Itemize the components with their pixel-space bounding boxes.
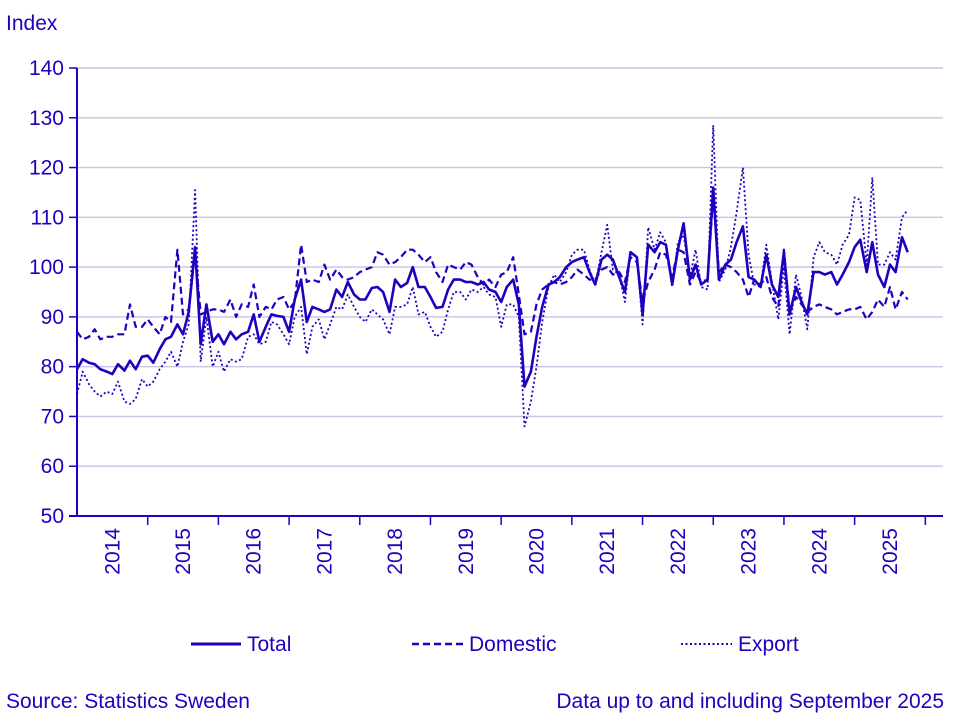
legend-label-total: Total — [247, 633, 291, 656]
series-line-domestic — [76, 193, 909, 341]
legend-item-total: Total — [191, 633, 291, 656]
y-tick-label: 70 — [41, 405, 64, 428]
x-tick-label: 2014 — [101, 528, 124, 575]
x-tick-label: 2021 — [596, 528, 619, 575]
legend: Total Domestic Export — [191, 633, 799, 656]
y-tick-label: 50 — [41, 505, 64, 528]
x-tick-label: 2017 — [313, 528, 336, 575]
y-tick-label: 60 — [41, 455, 64, 478]
series-lines — [75, 124, 909, 428]
x-tick-label: 2020 — [526, 528, 549, 575]
legend-item-domestic: Domestic — [412, 633, 557, 656]
y-tick-label: 100 — [29, 256, 64, 279]
x-tick-label: 2024 — [808, 528, 831, 575]
x-tick-label: 2023 — [738, 528, 761, 575]
data-range-note: Data up to and including September 2025 — [556, 690, 944, 713]
y-tick-label: 120 — [29, 157, 64, 180]
x-tick-label: 2016 — [243, 528, 266, 575]
x-tick-label: 2025 — [879, 528, 902, 575]
y-tick-label: 80 — [41, 356, 64, 379]
x-tick-labels: 2014 2015 2016 2017 2018 2019 2020 2021 2022 2023… — [101, 528, 902, 575]
y-axis-title: Index — [6, 12, 58, 35]
legend-label-domestic: Domestic — [469, 633, 557, 656]
x-tick-label: 2022 — [667, 528, 690, 575]
y-tick-label: 130 — [29, 107, 64, 130]
series-line-export — [76, 124, 909, 428]
axes — [69, 67, 943, 525]
y-tick-label: 110 — [31, 206, 64, 229]
legend-label-export: Export — [738, 633, 799, 656]
legend-item-export: Export — [681, 633, 799, 656]
x-tick-label: 2019 — [455, 528, 478, 575]
series-line-total — [75, 186, 909, 388]
y-tick-label: 140 — [29, 57, 64, 80]
x-tick-label: 2018 — [384, 528, 407, 575]
source-note: Source: Statistics Sweden — [6, 690, 250, 713]
x-tick-label: 2015 — [172, 528, 195, 575]
y-tick-label: 90 — [41, 306, 64, 329]
y-tick-labels: 140 130 120 110 100 90 80 70 60 50 — [29, 57, 64, 528]
